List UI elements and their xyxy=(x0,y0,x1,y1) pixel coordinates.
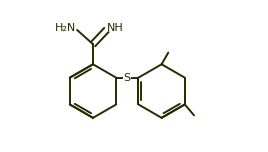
Text: NH: NH xyxy=(107,23,124,33)
Text: S: S xyxy=(124,73,131,83)
Text: H₂N: H₂N xyxy=(55,23,76,33)
